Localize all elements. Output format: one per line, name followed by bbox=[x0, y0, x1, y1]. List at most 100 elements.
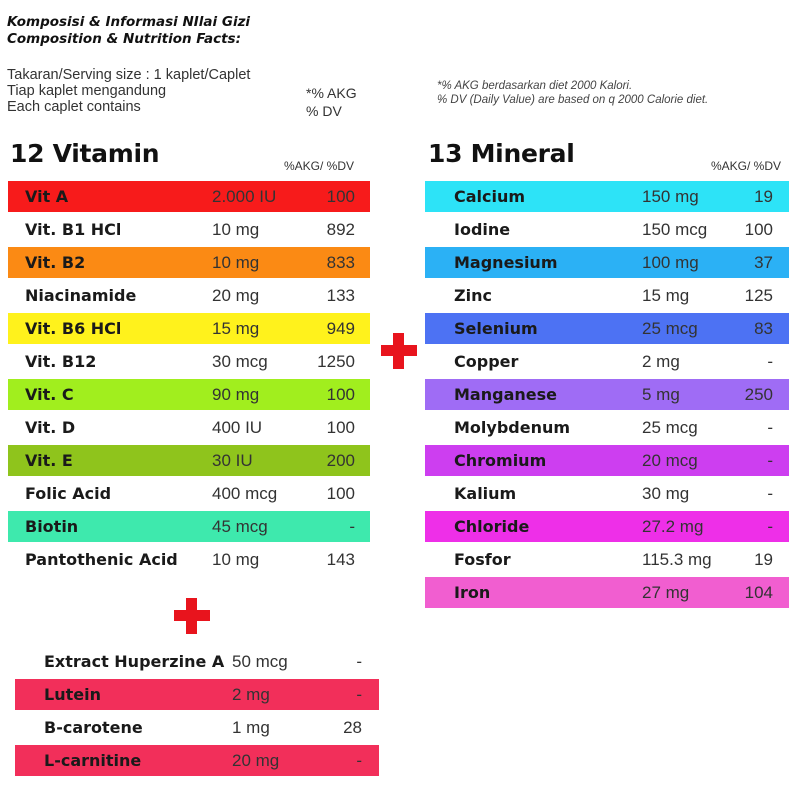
nutrient-percent: 250 bbox=[744, 385, 773, 404]
table-row: Vit. C 90 mg 100 bbox=[8, 379, 370, 410]
nutrient-amount: 10 mg bbox=[212, 550, 260, 569]
nutrient-percent: 949 bbox=[326, 319, 355, 338]
nutrient-percent: - bbox=[356, 685, 362, 704]
nutrient-name: Folic Acid bbox=[25, 484, 112, 503]
mineral-section-title: 13 Mineral bbox=[428, 139, 575, 168]
nutrient-percent: - bbox=[767, 418, 773, 437]
nutrient-percent: - bbox=[767, 352, 773, 371]
nutrient-amount: 5 mg bbox=[642, 385, 680, 404]
nutrient-percent: - bbox=[356, 751, 362, 770]
nutrient-amount: 20 mcg bbox=[642, 451, 698, 470]
table-row: Chloride 27.2 mg - bbox=[425, 511, 789, 542]
nutrient-amount: 50 mcg bbox=[232, 652, 288, 671]
nutrient-percent: 1250 bbox=[317, 352, 355, 371]
nutrient-percent: - bbox=[767, 484, 773, 503]
nutrient-name: Zinc bbox=[454, 286, 492, 305]
nutrient-name: L-carnitine bbox=[44, 751, 142, 770]
nutrient-percent: 19 bbox=[754, 550, 773, 569]
table-row: Copper 2 mg - bbox=[425, 346, 789, 377]
table-row: Selenium 25 mcg 83 bbox=[425, 313, 789, 344]
nutrient-name: Vit. B1 HCl bbox=[25, 220, 122, 239]
mineral-column-header: %AKG/ %DV bbox=[711, 159, 782, 173]
nutrient-amount: 45 mcg bbox=[212, 517, 268, 536]
table-row: Vit. E 30 IU 200 bbox=[8, 445, 370, 476]
nutrient-amount: 150 mcg bbox=[642, 220, 708, 239]
table-row: Vit. D 400 IU 100 bbox=[8, 412, 370, 443]
nutrient-amount: 100 mg bbox=[642, 253, 699, 272]
nutrient-amount: 15 mg bbox=[212, 319, 260, 338]
table-row: Vit. B6 HCl 15 mg 949 bbox=[8, 313, 370, 344]
table-row: Niacinamide 20 mg 133 bbox=[8, 280, 370, 311]
nutrient-percent: 143 bbox=[326, 550, 355, 569]
nutrient-name: Kalium bbox=[454, 484, 517, 503]
nutrient-name: Calcium bbox=[454, 187, 526, 206]
title-english: Composition & Nutrition Facts: bbox=[7, 31, 241, 47]
table-row: Pantothenic Acid 10 mg 143 bbox=[8, 544, 370, 575]
plus-icon bbox=[381, 333, 417, 369]
nutrient-percent: 100 bbox=[326, 418, 355, 437]
table-row: Molybdenum 25 mcg - bbox=[425, 412, 789, 443]
nutrient-percent: 200 bbox=[326, 451, 355, 470]
vitamin-column-header: %AKG/ %DV bbox=[284, 159, 355, 173]
serving-contains-en: Each caplet contains bbox=[7, 99, 141, 115]
table-row: Zinc 15 mg 125 bbox=[425, 280, 789, 311]
nutrient-amount: 27 mg bbox=[642, 583, 690, 602]
plus-icon bbox=[174, 598, 210, 634]
table-row: Vit A 2.000 IU 100 bbox=[8, 181, 370, 212]
nutrient-name: Vit. D bbox=[25, 418, 76, 437]
serving-akg-labels: *% AKG % DV bbox=[306, 84, 357, 120]
nutrient-percent: 100 bbox=[744, 220, 773, 239]
nutrient-name: Vit. B12 bbox=[25, 352, 97, 371]
table-row: Fosfor 115.3 mg 19 bbox=[425, 544, 789, 575]
nutrient-percent: 83 bbox=[754, 319, 773, 338]
nutrient-percent: 125 bbox=[744, 286, 773, 305]
dv-label: % DV bbox=[306, 103, 342, 119]
serving-contains-id: Tiap kaplet mengandung bbox=[7, 83, 167, 99]
nutrient-amount: 115.3 mg bbox=[642, 550, 712, 569]
nutrient-percent: 104 bbox=[744, 583, 773, 602]
nutrient-name: Vit A bbox=[25, 187, 69, 206]
nutrient-name: Extract Huperzine A bbox=[44, 652, 225, 671]
nutrient-amount: 400 IU bbox=[212, 418, 263, 437]
nutrient-percent: 100 bbox=[326, 484, 355, 503]
nutrient-percent: - bbox=[767, 517, 773, 536]
nutrient-amount: 90 mg bbox=[212, 385, 260, 404]
nutrient-amount: 30 IU bbox=[212, 451, 253, 470]
table-row: Biotin 45 mcg - bbox=[8, 511, 370, 542]
table-row: Extract Huperzine A 50 mcg - bbox=[15, 646, 379, 677]
nutrient-amount: 25 mcg bbox=[642, 418, 698, 437]
nutrient-amount: 15 mg bbox=[642, 286, 690, 305]
akg-label: *% AKG bbox=[306, 85, 357, 101]
table-row: Vit. B12 30 mcg 1250 bbox=[8, 346, 370, 377]
table-row: Magnesium 100 mg 37 bbox=[425, 247, 789, 278]
table-row: Calcium 150 mg 19 bbox=[425, 181, 789, 212]
nutrient-percent: 28 bbox=[343, 718, 362, 737]
table-row: Folic Acid 400 mcg 100 bbox=[8, 478, 370, 509]
nutrient-percent: 19 bbox=[754, 187, 773, 206]
nutrient-percent: - bbox=[767, 451, 773, 470]
nutrient-amount: 25 mcg bbox=[642, 319, 698, 338]
vitamin-section-title: 12 Vitamin bbox=[10, 139, 160, 168]
nutrient-percent: 100 bbox=[326, 187, 355, 206]
table-row: Manganese 5 mg 250 bbox=[425, 379, 789, 410]
nutrient-amount: 30 mcg bbox=[212, 352, 268, 371]
title-block: Komposisi & Informasi NIlai Gizi Composi… bbox=[7, 14, 250, 48]
nutrient-percent: 833 bbox=[326, 253, 355, 272]
nutrient-name: Chromium bbox=[454, 451, 547, 470]
nutrient-amount: 10 mg bbox=[212, 253, 260, 272]
nutrient-percent: - bbox=[349, 517, 355, 536]
nutrient-amount: 30 mg bbox=[642, 484, 690, 503]
nutrient-name: Lutein bbox=[44, 685, 101, 704]
nutrient-name: Chloride bbox=[454, 517, 530, 536]
nutrient-name: Magnesium bbox=[454, 253, 558, 272]
nutrient-percent: 133 bbox=[326, 286, 355, 305]
nutrient-name: Fosfor bbox=[454, 550, 511, 569]
nutrient-percent: 37 bbox=[754, 253, 773, 272]
table-row: Vit. B1 HCl 10 mg 892 bbox=[8, 214, 370, 245]
nutrient-name: Biotin bbox=[25, 517, 79, 536]
nutrient-amount: 150 mg bbox=[642, 187, 699, 206]
footnote-dv: % DV (Daily Value) are based on q 2000 C… bbox=[437, 94, 709, 106]
title-indonesian: Komposisi & Informasi NIlai Gizi bbox=[7, 14, 251, 30]
nutrient-name: Iodine bbox=[454, 220, 511, 239]
nutrient-amount: 1 mg bbox=[232, 718, 270, 737]
